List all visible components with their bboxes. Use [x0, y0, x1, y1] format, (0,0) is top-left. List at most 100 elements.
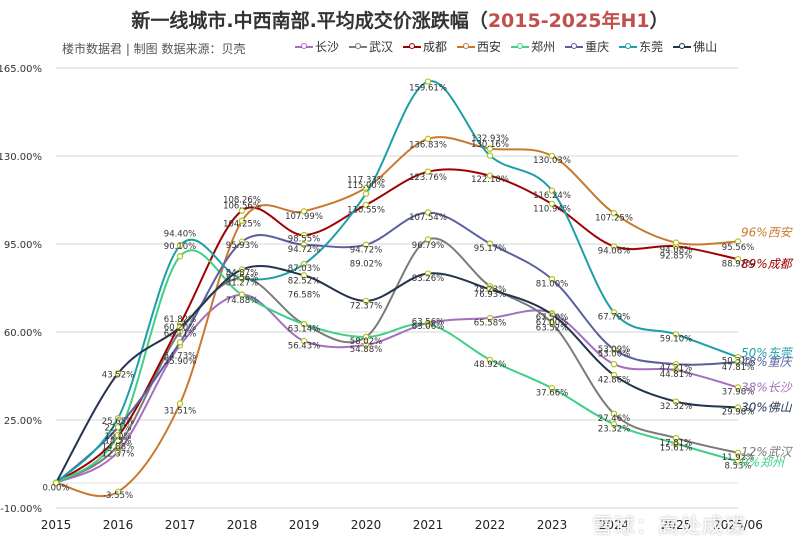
legend-label: 郑州: [531, 40, 556, 54]
data-label: 11.92%: [722, 453, 754, 463]
data-label: 65.58%: [474, 318, 506, 328]
data-point: [734, 238, 742, 245]
data-label: 54.73%: [164, 351, 196, 361]
data-label: 94.72%: [350, 246, 382, 256]
data-label: 82.52%: [288, 276, 320, 286]
data-label: 81.27%: [226, 279, 258, 289]
data-point: [486, 286, 494, 293]
legend-item-成都[interactable]: 成都: [400, 37, 450, 56]
data-point: [486, 314, 494, 322]
data-label: 72.37%: [350, 302, 382, 312]
legend-swatch: [295, 42, 313, 49]
y-tick-label: 25.00%: [4, 416, 42, 427]
chart-subtitle: 楼市数据君 | 制图 数据来源：贝壳: [62, 42, 246, 56]
data-point: [176, 339, 184, 346]
data-point: [176, 242, 184, 249]
data-label: 53.09%: [598, 345, 630, 355]
legend-item-东莞[interactable]: 东莞: [616, 37, 666, 56]
data-point: [672, 239, 680, 246]
data-point: [300, 337, 308, 345]
legend-label: 西安: [477, 40, 502, 54]
data-point: [362, 190, 370, 197]
data-label: 88.97%: [722, 259, 754, 269]
data-label: 19.0%: [104, 432, 131, 442]
end-label-重庆: 48%重庆: [741, 355, 794, 369]
data-point: [610, 243, 618, 250]
legend-item-郑州[interactable]: 郑州: [508, 37, 558, 56]
data-point: [362, 241, 370, 248]
data-point: [300, 231, 308, 239]
x-tick-label: 2022: [475, 518, 506, 532]
data-point: [610, 410, 618, 418]
end-label-长沙: 38%长沙: [741, 380, 793, 394]
series-line-成都: [55, 168, 739, 484]
data-label: 115.00%: [347, 181, 385, 191]
data-point: [610, 346, 618, 353]
data-label: 67.00%: [536, 318, 568, 328]
data-point: [610, 360, 618, 368]
data-label: 63.14%: [288, 324, 320, 334]
data-label: 18.5%: [104, 437, 131, 447]
data-point: [486, 240, 494, 247]
legend-item-武汉[interactable]: 武汉: [346, 37, 396, 56]
data-label: 48.92%: [474, 360, 506, 370]
data-point: [300, 320, 308, 328]
x-tick-label: 2021: [413, 518, 444, 532]
series-line-重庆: [55, 211, 739, 484]
data-point: [548, 276, 556, 283]
data-label: 117.33%: [347, 175, 385, 185]
legend-item-重庆[interactable]: 重庆: [562, 37, 612, 56]
data-point: [486, 145, 494, 152]
data-label: 94.72%: [288, 245, 320, 255]
data-label: 29.98%: [722, 408, 754, 418]
data-label: 43.52%: [102, 370, 134, 380]
x-tick-label: 2018: [227, 518, 258, 532]
end-label-郑州: 9%郑州: [741, 455, 786, 469]
data-label: 47.81%: [722, 363, 754, 373]
data-label: 84.87%: [226, 268, 258, 278]
y-tick-label: 95.00%: [4, 240, 42, 251]
x-tick-label: 2024: [599, 518, 630, 532]
data-label: 59.10%: [660, 335, 692, 345]
x-tick-label: 2020: [351, 518, 382, 532]
data-label: 63.11%: [164, 330, 196, 340]
data-point: [362, 333, 370, 341]
data-label: 15.61%: [660, 443, 692, 453]
title-range: 2015-2025年H1: [487, 10, 650, 32]
data-label: 22.1%: [104, 424, 131, 434]
data-point: [114, 442, 122, 449]
data-point: [52, 479, 60, 487]
data-point: [362, 341, 370, 349]
data-label: 76.58%: [288, 290, 320, 300]
end-label-东莞: 50%东莞: [741, 346, 794, 360]
data-point: [176, 324, 184, 331]
data-point: [114, 370, 122, 377]
data-label: 123.76%: [409, 173, 447, 183]
chart-legend: 长沙 武汉 成都 西安 郑州 重庆 东莞 佛山: [292, 37, 720, 56]
data-label: 47.21%: [660, 363, 692, 373]
legend-swatch: [349, 42, 368, 49]
data-point: [610, 421, 618, 428]
legend-item-西安[interactable]: 西安: [454, 37, 504, 56]
data-label: 31.51%: [164, 407, 196, 417]
end-label-武汉: 12%武汉: [741, 445, 794, 459]
data-point: [424, 236, 432, 243]
legend-item-长沙[interactable]: 长沙: [292, 37, 342, 56]
data-label: 94.08%: [660, 246, 692, 256]
data-label: 56.43%: [288, 341, 320, 351]
data-point: [548, 187, 556, 194]
data-point: [610, 371, 618, 379]
data-label: 106.56%: [223, 201, 261, 211]
series-line-东莞: [55, 80, 739, 484]
end-label-佛山: 30%佛山: [741, 400, 793, 414]
data-label: 17.81%: [660, 438, 692, 448]
data-label: 159.61%: [409, 84, 447, 94]
data-label: 74.88%: [226, 296, 258, 306]
data-label: 96.79%: [412, 241, 444, 251]
data-label: 104.25%: [223, 219, 261, 229]
legend-item-佛山[interactable]: 佛山: [670, 37, 720, 56]
data-label: 116.24%: [533, 191, 571, 201]
data-label: 95.17%: [474, 244, 506, 254]
watermark: 雪球：高处成谍: [592, 514, 746, 538]
data-label: 83.26%: [412, 274, 444, 284]
